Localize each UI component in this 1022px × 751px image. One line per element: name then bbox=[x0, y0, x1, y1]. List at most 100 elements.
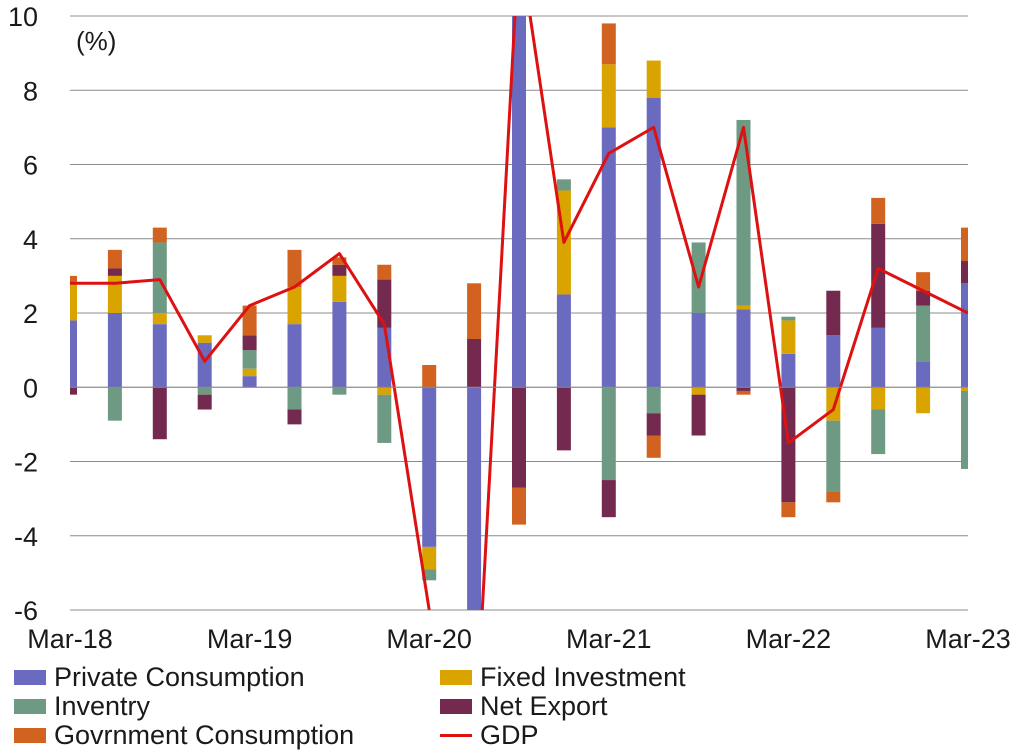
bar-segment bbox=[107, 387, 122, 421]
gdp-line-layer bbox=[70, 16, 968, 610]
gdp-line bbox=[70, 16, 968, 610]
bar-segment bbox=[70, 320, 77, 388]
bar-segment bbox=[646, 387, 661, 414]
bar-segment bbox=[70, 387, 77, 395]
bar-segment bbox=[332, 387, 347, 395]
bar-segment bbox=[916, 290, 931, 306]
legend-swatch-government-consumption bbox=[14, 727, 46, 743]
bar-segment bbox=[332, 275, 347, 302]
bar-segment bbox=[107, 268, 122, 276]
x-tick-label: Mar-20 bbox=[386, 624, 472, 654]
bar-segment bbox=[287, 409, 302, 425]
bar-segment bbox=[781, 320, 796, 354]
x-tick-label: Mar-18 bbox=[27, 624, 113, 654]
bar-segment bbox=[377, 394, 392, 443]
bar-segment bbox=[871, 223, 886, 328]
bar-segment bbox=[107, 249, 122, 269]
bar-segment bbox=[377, 387, 392, 395]
bar-segment bbox=[512, 487, 526, 525]
bar-segment bbox=[152, 324, 167, 388]
bar-segment bbox=[287, 249, 302, 288]
bar-segment bbox=[961, 387, 968, 391]
bar-segment bbox=[871, 327, 886, 388]
bar-segment bbox=[556, 179, 571, 191]
bar-segment bbox=[601, 23, 616, 65]
legend-item-private-consumption: Private Consumption bbox=[14, 662, 305, 692]
bar-segment bbox=[871, 409, 886, 455]
bar-segment bbox=[826, 290, 841, 336]
legend-line-gdp bbox=[440, 733, 472, 737]
bar-segment bbox=[871, 197, 886, 224]
bar-segment bbox=[422, 546, 437, 570]
bar-segment bbox=[332, 264, 347, 276]
legend-swatch-private-consumption bbox=[14, 669, 46, 685]
bar-segment bbox=[332, 301, 347, 388]
y-tick-label: 2 bbox=[23, 299, 38, 329]
bar-segment bbox=[736, 305, 751, 310]
legend-label-gdp: GDP bbox=[480, 719, 539, 750]
bar-segment bbox=[377, 264, 392, 280]
bar-segment bbox=[781, 353, 796, 388]
bar-segment bbox=[556, 387, 571, 451]
bars bbox=[70, 16, 968, 610]
bar-segment bbox=[152, 227, 167, 243]
bar-segment bbox=[287, 387, 302, 410]
legend-item-gdp: GDP bbox=[440, 720, 539, 750]
bar-segment bbox=[871, 387, 886, 410]
bar-segment bbox=[152, 387, 167, 440]
legend-label-fixed-investment: Fixed Investment bbox=[480, 661, 686, 692]
bar-segment bbox=[601, 64, 616, 128]
legend-swatch-inventry bbox=[14, 698, 46, 714]
bar-segment bbox=[467, 338, 482, 388]
legend-label-private-consumption: Private Consumption bbox=[54, 661, 305, 692]
bar-segment bbox=[736, 387, 751, 391]
y-tick-label: 10 bbox=[8, 2, 38, 32]
bar-segment bbox=[242, 305, 257, 336]
bar-segment bbox=[512, 387, 526, 488]
legend: Private Consumption Fixed Investment Inv… bbox=[0, 660, 1022, 750]
bar-segment bbox=[512, 16, 526, 388]
bar-segment bbox=[422, 387, 437, 547]
bar-segment bbox=[781, 502, 796, 518]
bar-segment bbox=[107, 313, 122, 388]
legend-swatch-net-export bbox=[440, 698, 472, 714]
bar-segment bbox=[961, 390, 968, 469]
bar-segment bbox=[287, 287, 302, 325]
bar-segment bbox=[781, 316, 796, 321]
bar-segment bbox=[242, 335, 257, 351]
bar-segment bbox=[691, 313, 706, 388]
bar-segment bbox=[961, 227, 968, 262]
bar-segment bbox=[70, 283, 77, 321]
bar-segment bbox=[197, 394, 212, 410]
bar-segment bbox=[646, 60, 661, 98]
bar-segment bbox=[736, 119, 751, 306]
bar-segment bbox=[242, 376, 257, 388]
unit-label: (%) bbox=[76, 26, 116, 56]
bar-segment bbox=[107, 275, 122, 313]
bar-segment bbox=[152, 313, 167, 325]
bar-segment bbox=[916, 305, 931, 362]
legend-item-government-consumption: Govrnment Consumption bbox=[14, 720, 354, 750]
bar-segment bbox=[601, 127, 616, 388]
bar-segment bbox=[736, 309, 751, 388]
bar-segment bbox=[826, 420, 841, 492]
bar-segment bbox=[646, 435, 661, 458]
bar-segment bbox=[916, 387, 931, 414]
x-tick-label: Mar-21 bbox=[566, 624, 652, 654]
x-tick-label: Mar-19 bbox=[207, 624, 293, 654]
y-tick-label: -6 bbox=[14, 596, 38, 626]
x-tick-label: Mar-23 bbox=[925, 624, 1011, 654]
bar-segment bbox=[916, 361, 931, 388]
y-tick-label: 8 bbox=[23, 76, 38, 106]
chart-svg: -6 -4 -2 0 2 4 6 8 10 Mar-18 Mar-19 Mar-20 Mar-21 Mar… bbox=[8, 2, 1011, 654]
legend-label-net-export: Net Export bbox=[480, 690, 608, 721]
bar-segment bbox=[242, 350, 257, 369]
bar-segment bbox=[961, 261, 968, 284]
bar-segment bbox=[646, 97, 661, 388]
bar-segment bbox=[826, 491, 841, 503]
bar-segment bbox=[377, 279, 392, 328]
legend-label-inventry: Inventry bbox=[54, 690, 151, 721]
y-tick-label: -4 bbox=[14, 522, 38, 552]
bar-segment bbox=[287, 324, 302, 388]
bar-segment bbox=[691, 394, 706, 436]
